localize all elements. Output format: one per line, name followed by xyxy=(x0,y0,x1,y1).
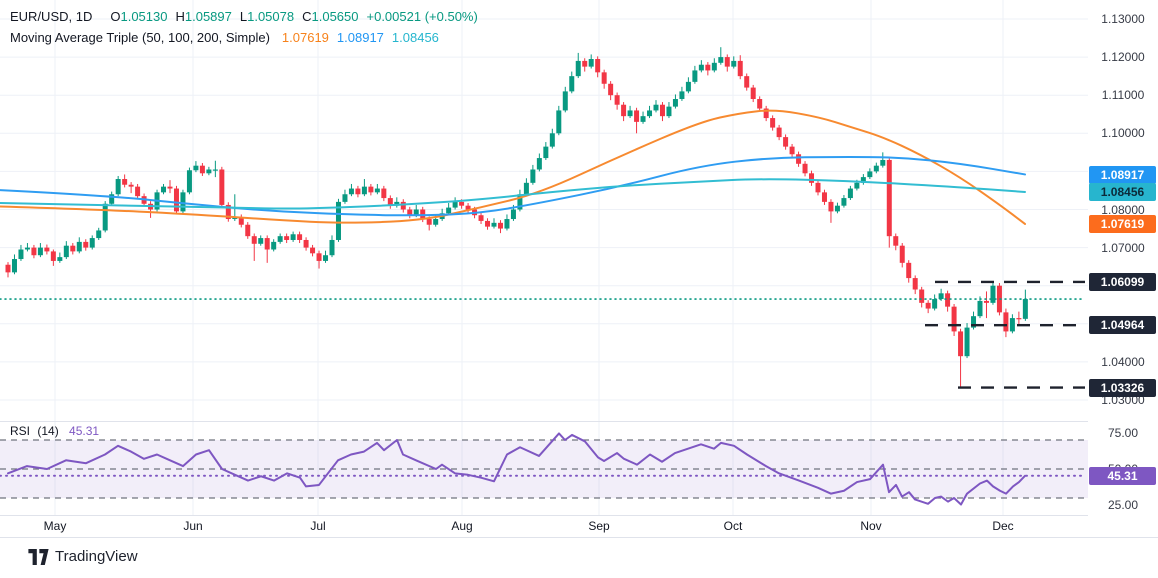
price-axis-badge: 1.08456 xyxy=(1089,183,1156,201)
ohlc-values: O1.05130 H1.05897 L1.05078 C1.05650 xyxy=(102,6,358,27)
ohlc-letter: L xyxy=(239,9,248,24)
price-axis-label: 1.08000 xyxy=(1101,203,1145,217)
price-axis[interactable]: 1.13000 1.12000 1.11000 1.10000 1.08000 1.070… xyxy=(1088,0,1158,537)
price-axis-label: 1.10000 xyxy=(1101,126,1145,140)
ohlc-number: 1.05897 xyxy=(184,9,232,24)
time-axis[interactable]: May Jun Jul Aug Sep Oct Nov Dec xyxy=(0,515,1088,537)
ohlc-letter: H xyxy=(175,9,185,24)
ohlc-number: 1.05650 xyxy=(311,9,359,24)
month-label: Oct xyxy=(723,519,743,533)
indicator-values: 1.07619 1.08917 1.08456 xyxy=(274,27,439,48)
rsi-label[interactable]: RSI xyxy=(10,424,31,438)
tradingview-logo-icon xyxy=(28,548,49,565)
rsi-band xyxy=(0,439,1088,499)
ohlc-number: 1.05078 xyxy=(247,9,295,24)
price-axis-badge: 1.03326 xyxy=(1089,379,1156,397)
symbol-title[interactable]: EUR/USD, 1D xyxy=(10,9,93,24)
month-label: Aug xyxy=(451,519,473,533)
tradingview-logo-text: TradingView xyxy=(55,548,138,565)
indicator-value: 1.08456 xyxy=(391,30,439,45)
price-levels[interactable] xyxy=(925,280,1085,389)
time-axis-separator xyxy=(0,515,1158,516)
month-label: Sep xyxy=(588,519,610,533)
price-axis-label: 1.04000 xyxy=(1101,355,1145,369)
rsi-value: 45.31 xyxy=(69,424,100,438)
month-label: Jul xyxy=(310,519,326,533)
price-axis-badge: 45.31 xyxy=(1089,467,1156,485)
indicator-value: 1.08917 xyxy=(336,30,384,45)
change-value: +0.00521 (+0.50%) xyxy=(366,9,478,24)
month-label: Jun xyxy=(183,519,203,533)
price-axis-badge: 1.04964 xyxy=(1089,316,1156,334)
rsi-legend-row[interactable]: RSI (14) 45.31 xyxy=(10,424,99,438)
price-axis-label: 1.07000 xyxy=(1101,241,1145,255)
price-axis-label: 1.11000 xyxy=(1101,88,1145,102)
rsi-params: (14) xyxy=(37,424,59,438)
month-label: Nov xyxy=(860,519,882,533)
price-axis-badge: 1.06099 xyxy=(1089,273,1156,291)
bottom-separator xyxy=(0,537,1158,538)
rsi-line xyxy=(7,432,1026,506)
candles xyxy=(5,47,1028,388)
ohlc-number: 1.05130 xyxy=(120,9,168,24)
month-label: Dec xyxy=(992,519,1014,533)
indicator-legend-row[interactable]: Moving Average Triple (50, 100, 200, Sim… xyxy=(10,27,478,48)
indicator-label[interactable]: Moving Average Triple (50, 100, 200, Sim… xyxy=(10,30,270,45)
gridlines xyxy=(0,0,1088,515)
price-axis-label: 75.00 xyxy=(1107,426,1139,440)
chart-legend[interactable]: EUR/USD, 1D O1.05130 H1.05897 L1.05078 C1.0… xyxy=(10,6,478,48)
tradingview-logo[interactable]: TradingView xyxy=(28,548,138,565)
price-axis-label: 25.00 xyxy=(1107,498,1139,512)
moving-averages xyxy=(0,109,1026,225)
pane-separator[interactable] xyxy=(0,421,1158,422)
symbol-legend-row[interactable]: EUR/USD, 1D O1.05130 H1.05897 L1.05078 C1.0… xyxy=(10,6,478,27)
indicator-value: 1.07619 xyxy=(281,30,329,45)
month-label: May xyxy=(43,519,67,533)
price-axis-badge: 1.08917 xyxy=(1089,166,1156,184)
price-axis-badge: 1.07619 xyxy=(1089,215,1156,233)
ohlc-letter: O xyxy=(110,9,121,24)
ohlc-letter: C xyxy=(302,9,312,24)
price-axis-label: 1.13000 xyxy=(1101,12,1145,26)
price-axis-label: 1.12000 xyxy=(1101,50,1145,64)
